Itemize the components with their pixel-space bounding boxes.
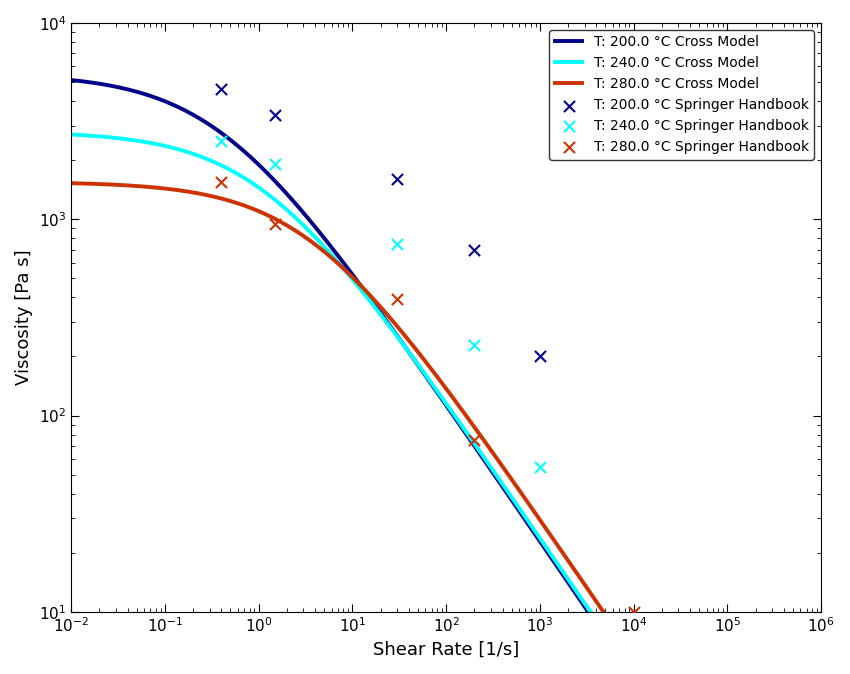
- T: 280.0 °C Springer Handbook: (0.4, 1.55e+03): 280.0 °C Springer Handbook: (0.4, 1.55e+…: [214, 177, 228, 187]
- T: 240.0 °C Cross Model: (0.0228, 2.63e+03): 240.0 °C Cross Model: (0.0228, 2.63e+03): [99, 133, 110, 141]
- T: 200.0 °C Cross Model: (25.3, 286): 200.0 °C Cross Model: (25.3, 286): [385, 322, 395, 330]
- T: 240.0 °C Springer Handbook: (1.5, 1.9e+03): 240.0 °C Springer Handbook: (1.5, 1.9e+0…: [269, 159, 282, 170]
- T: 240.0 °C Cross Model: (0.01, 2.7e+03): 240.0 °C Cross Model: (0.01, 2.7e+03): [66, 131, 76, 139]
- T: 200.0 °C Springer Handbook: (0.4, 4.6e+03): 200.0 °C Springer Handbook: (0.4, 4.6e+0…: [214, 84, 228, 94]
- T: 280.0 °C Cross Model: (0.01, 1.53e+03): 280.0 °C Cross Model: (0.01, 1.53e+03): [66, 179, 76, 187]
- Line: T: 240.0 °C Cross Model: T: 240.0 °C Cross Model: [71, 135, 728, 674]
- Legend: T: 200.0 °C Cross Model, T: 240.0 °C Cross Model, T: 280.0 °C Cross Model, T: 20: T: 200.0 °C Cross Model, T: 240.0 °C Cro…: [549, 30, 814, 160]
- T: 240.0 °C Cross Model: (16.5, 368): 240.0 °C Cross Model: (16.5, 368): [368, 301, 378, 309]
- T: 200.0 °C Springer Handbook: (1e+03, 200): 200.0 °C Springer Handbook: (1e+03, 200): [533, 351, 547, 362]
- T: 200.0 °C Springer Handbook: (200, 700): 200.0 °C Springer Handbook: (200, 700): [468, 244, 481, 255]
- T: 280.0 °C Springer Handbook: (1.5, 950): 280.0 °C Springer Handbook: (1.5, 950): [269, 218, 282, 229]
- T: 200.0 °C Springer Handbook: (1.5, 3.4e+03): 200.0 °C Springer Handbook: (1.5, 3.4e+0…: [269, 109, 282, 120]
- T: 200.0 °C Cross Model: (3.25e+03, 10.1): 200.0 °C Cross Model: (3.25e+03, 10.1): [583, 607, 593, 615]
- Line: T: 280.0 °C Cross Model: T: 280.0 °C Cross Model: [71, 183, 728, 674]
- T: 280.0 °C Cross Model: (0.0228, 1.51e+03): 280.0 °C Cross Model: (0.0228, 1.51e+03): [99, 180, 110, 188]
- T: 200.0 °C Springer Handbook: (30, 1.6e+03): 200.0 °C Springer Handbook: (30, 1.6e+03…: [390, 174, 404, 185]
- T: 280.0 °C Springer Handbook: (30, 390): 280.0 °C Springer Handbook: (30, 390): [390, 294, 404, 305]
- T: 280.0 °C Cross Model: (3.25e+03, 13): 280.0 °C Cross Model: (3.25e+03, 13): [583, 585, 593, 593]
- T: 240.0 °C Springer Handbook: (0.4, 2.5e+03): 240.0 °C Springer Handbook: (0.4, 2.5e+0…: [214, 135, 228, 146]
- T: 240.0 °C Cross Model: (25.3, 282): 240.0 °C Cross Model: (25.3, 282): [385, 323, 395, 331]
- Y-axis label: Viscosity [Pa s]: Viscosity [Pa s]: [15, 249, 33, 385]
- T: 240.0 °C Cross Model: (3.25e+03, 10.5): 240.0 °C Cross Model: (3.25e+03, 10.5): [583, 604, 593, 612]
- T: 200.0 °C Cross Model: (16.5, 379): 200.0 °C Cross Model: (16.5, 379): [368, 298, 378, 306]
- T: 240.0 °C Springer Handbook: (30, 750): 240.0 °C Springer Handbook: (30, 750): [390, 239, 404, 249]
- Line: T: 200.0 °C Cross Model: T: 200.0 °C Cross Model: [71, 80, 728, 674]
- T: 280.0 °C Springer Handbook: (200, 75): 280.0 °C Springer Handbook: (200, 75): [468, 435, 481, 446]
- T: 280.0 °C Springer Handbook: (1e+04, 10): 280.0 °C Springer Handbook: (1e+04, 10): [626, 607, 640, 617]
- T: 240.0 °C Springer Handbook: (1e+03, 55): 240.0 °C Springer Handbook: (1e+03, 55): [533, 461, 547, 472]
- T: 280.0 °C Cross Model: (16.5, 395): 280.0 °C Cross Model: (16.5, 395): [368, 295, 378, 303]
- T: 280.0 °C Cross Model: (25.3, 314): 280.0 °C Cross Model: (25.3, 314): [385, 314, 395, 322]
- T: 200.0 °C Cross Model: (0.01, 5.11e+03): 200.0 °C Cross Model: (0.01, 5.11e+03): [66, 76, 76, 84]
- T: 240.0 °C Springer Handbook: (200, 230): 240.0 °C Springer Handbook: (200, 230): [468, 339, 481, 350]
- T: 200.0 °C Cross Model: (0.0228, 4.85e+03): 200.0 °C Cross Model: (0.0228, 4.85e+03): [99, 80, 110, 88]
- X-axis label: Shear Rate [1/s]: Shear Rate [1/s]: [373, 641, 519, 659]
